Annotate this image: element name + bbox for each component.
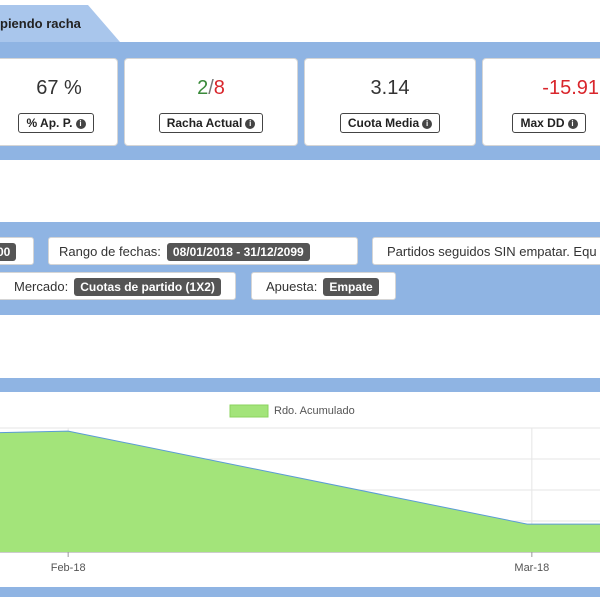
- stat-value: -15.91: [542, 77, 599, 99]
- filter-badge: Cuotas de partido (1X2): [74, 278, 221, 296]
- filter-badge: Empate: [323, 278, 379, 296]
- label-text: Racha Actual: [166, 116, 243, 130]
- stat-value: 3.14: [370, 77, 410, 99]
- chart: Feb-18 Mar-18 Rdo. Acumulado: [0, 404, 600, 574]
- filter-label: Rango de fechas:: [59, 244, 161, 259]
- stat-label[interactable]: Cuota Media i: [339, 113, 441, 133]
- streak-total: 8: [213, 77, 225, 99]
- tab[interactable]: piendo racha: [0, 5, 120, 42]
- info-icon[interactable]: i: [75, 119, 86, 129]
- filter-label: Partidos seguidos SIN empatar. Equ: [387, 244, 597, 259]
- tab-title: piendo racha: [0, 16, 81, 31]
- stat-value: 2/8: [125, 77, 297, 101]
- filter: 00: [0, 237, 34, 265]
- label-text: Cuota Media: [347, 116, 420, 130]
- filter: Mercado: Cuotas de partido (1X2): [0, 272, 236, 300]
- legend-label: Rdo. Acumulado: [274, 405, 355, 417]
- tab-shape: [0, 5, 120, 42]
- stat-card: 3.14 Cuota Media i: [304, 58, 476, 146]
- chart-header: [0, 378, 600, 392]
- label-text: Max DD: [520, 116, 565, 130]
- filter: Apuesta: Empate: [251, 272, 396, 300]
- filter: Rango de fechas: 08/01/2018 - 31/12/2099: [48, 237, 358, 265]
- x-tick-label: Feb-18: [51, 562, 86, 574]
- label-text: % Ap. P.: [26, 116, 73, 130]
- chart-footer: [0, 587, 600, 597]
- filter: Partidos seguidos SIN empatar. Equ: [372, 237, 600, 265]
- filters-band: [0, 222, 600, 315]
- separator: /: [208, 77, 214, 99]
- info-icon[interactable]: i: [422, 119, 433, 129]
- stat-card: 67 % % Ap. P. i: [0, 58, 118, 146]
- stat-card: -15.91 Max DD i: [482, 58, 600, 146]
- legend-swatch: [229, 404, 269, 418]
- filter-label: Apuesta:: [266, 279, 318, 294]
- filter-badge: 08/01/2018 - 31/12/2099: [166, 243, 310, 261]
- info-icon[interactable]: i: [567, 119, 578, 129]
- stat-label[interactable]: Max DD i: [512, 113, 586, 133]
- stat-label[interactable]: Racha Actual i: [158, 113, 264, 133]
- area: [0, 431, 600, 552]
- x-tick-label: Mar-18: [514, 562, 549, 574]
- info-icon[interactable]: i: [245, 119, 256, 129]
- area-line: [0, 430, 600, 525]
- stat-label[interactable]: % Ap. P. i: [18, 113, 94, 133]
- filter-label: Mercado:: [14, 279, 69, 294]
- streak-current: 2: [197, 77, 209, 99]
- stat-value: 67 %: [36, 77, 82, 99]
- stat-card: 2/8 Racha Actual i: [124, 58, 298, 146]
- filter-badge: 00: [0, 243, 17, 261]
